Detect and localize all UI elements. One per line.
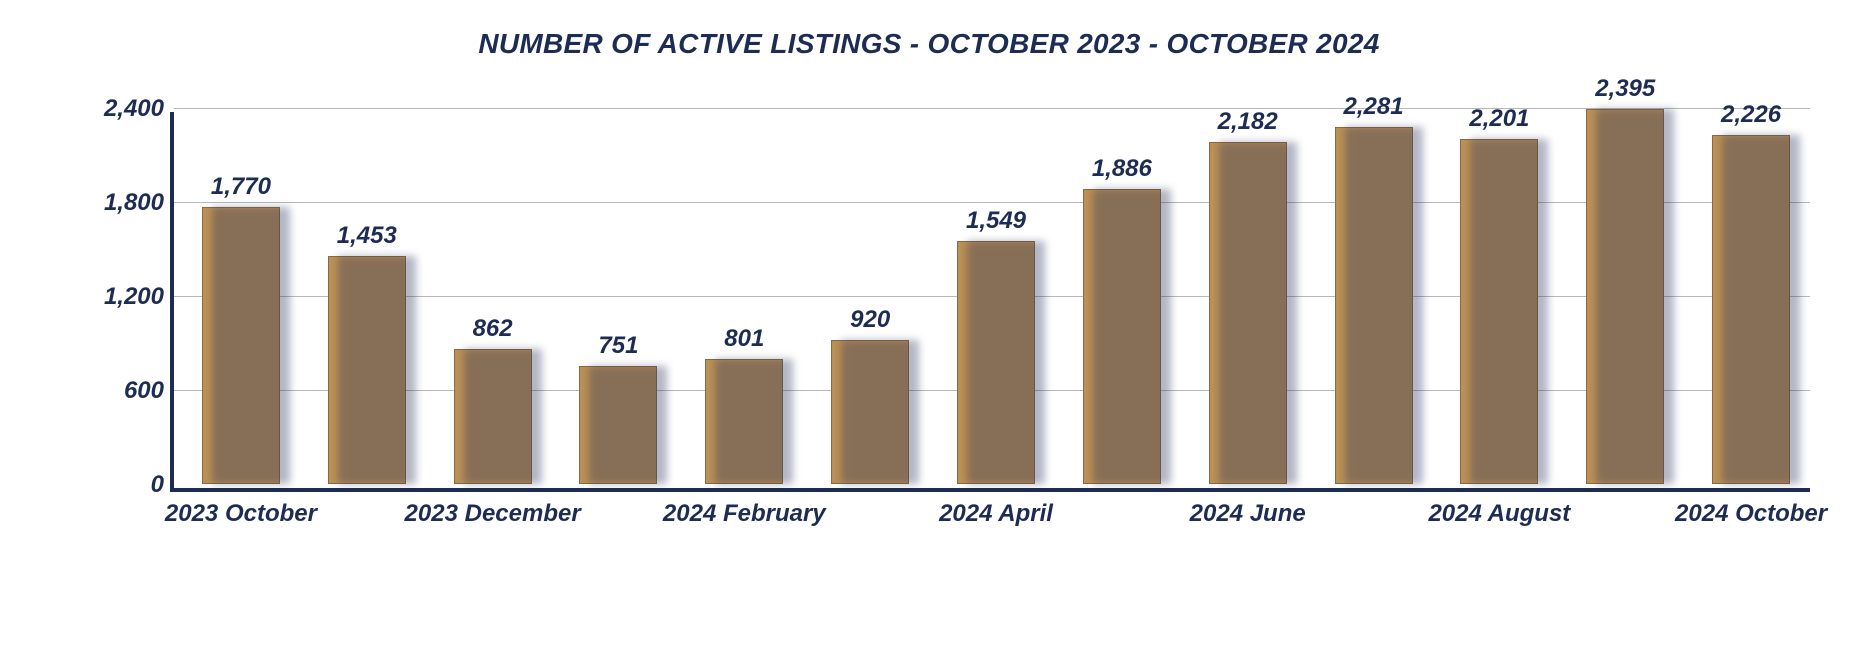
bar-value-label: 801 — [724, 325, 764, 353]
y-tick-label: 2,400 — [14, 95, 164, 123]
bar-shadow — [589, 366, 667, 484]
x-tick-label: 2024 April — [939, 500, 1053, 528]
x-tick-label: 2024 October — [1675, 500, 1827, 528]
bars-container: 1,7701,4538627518019201,5491,8862,1822,2… — [174, 112, 1810, 488]
y-tick-label: 1,200 — [14, 283, 164, 311]
x-tick-label: 2024 February — [663, 500, 826, 528]
bar-value-label: 1,549 — [966, 207, 1026, 235]
bar-shadow — [1596, 109, 1674, 484]
y-tick-label: 0 — [14, 471, 164, 499]
bar-shadow — [967, 241, 1045, 484]
bar-value-label: 2,182 — [1218, 108, 1278, 136]
bar-shadow — [1093, 189, 1171, 484]
bar-shadow — [1470, 139, 1548, 484]
bar-value-label: 862 — [473, 315, 513, 343]
bar-value-label: 751 — [598, 332, 638, 360]
bar-shadow — [464, 349, 542, 484]
bar-value-label: 2,201 — [1469, 105, 1529, 133]
bar-shadow — [338, 256, 416, 484]
bar-value-label: 2,395 — [1595, 75, 1655, 103]
bar-shadow — [841, 340, 919, 484]
chart-title: NUMBER OF ACTIVE LISTINGS - OCTOBER 2023… — [0, 0, 1858, 60]
plot-area: 1,7701,4538627518019201,5491,8862,1822,2… — [170, 112, 1810, 492]
bar-shadow — [1722, 135, 1800, 484]
bar-shadow — [212, 207, 290, 484]
y-tick-label: 1,800 — [14, 189, 164, 217]
bar-value-label: 2,281 — [1344, 93, 1404, 121]
bar-value-label: 1,770 — [211, 173, 271, 201]
x-tick-label: 2024 June — [1190, 500, 1306, 528]
x-tick-label: 2024 August — [1428, 500, 1570, 528]
x-tick-label: 2023 December — [405, 500, 581, 528]
gridline — [174, 108, 1810, 109]
bar-shadow — [1345, 127, 1423, 484]
bar-shadow — [1219, 142, 1297, 484]
bar-value-label: 1,453 — [337, 222, 397, 250]
bar-value-label: 2,226 — [1721, 101, 1781, 129]
chart-area: 1,770 1,453 862 751 801 920 1,549 1,886 2,182 2,2… — [0, 72, 1858, 664]
bar-value-label: 920 — [850, 306, 890, 334]
x-tick-label: 2023 October — [165, 500, 317, 528]
y-tick-label: 600 — [14, 377, 164, 405]
bar-shadow — [715, 359, 793, 484]
bar-value-label: 1,886 — [1092, 155, 1152, 183]
